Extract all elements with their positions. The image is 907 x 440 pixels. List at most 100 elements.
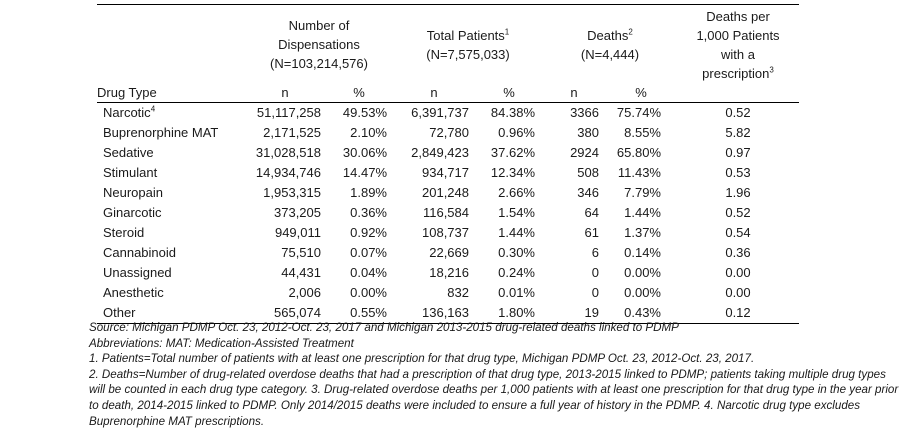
cell-pat-pct: 84.38% [490,105,535,120]
cell-disp-pct: 0.04% [350,265,387,280]
footnote-ref-2: 2 [628,27,633,37]
drug-type-table: Number of Dispensations (N=103,214,576) … [97,4,799,324]
cell-death-pct: 8.55% [624,125,661,140]
subheader-disp-n: n [281,85,289,100]
cell-pat-pct: 1.80% [498,305,535,320]
cell-pat-n: 2,849,423 [411,145,469,160]
cell-drug: Neuropain [103,185,163,200]
cell-disp-n: 2,006 [288,285,321,300]
cell-pat-n: 116,584 [422,205,469,220]
cell-rate: 0.53 [725,165,751,180]
footnote-abbreviations: Abbreviations: MAT: Medication-Assisted … [89,336,354,350]
header-rate-line3: with a [721,46,755,62]
header-rate-line2: 1,000 Patients [696,27,780,43]
cell-death-pct: 0.43% [624,305,661,320]
table-row: Neuropain 1,953,315 1.89% 201,248 2.66% 346 7.… [97,183,799,203]
cell-drug: Steroid [103,225,145,240]
cell-pat-pct: 2.66% [498,185,535,200]
cell-drug: Stimulant [103,165,158,180]
cell-drug: Unassigned [103,265,172,280]
header-dispensations-line2: Dispensations [278,37,360,52]
cell-disp-pct: 0.92% [350,225,387,240]
cell-death-pct: 0.14% [624,245,661,260]
cell-death-n: 380 [577,125,599,140]
footnote-2-4: 2. Deaths=Number of drug-related overdos… [89,367,899,428]
header-deaths-line1: Deaths2 [543,26,677,45]
cell-pat-n: 832 [447,285,469,300]
cell-disp-n: 14,934,746 [255,165,321,180]
cell-death-n: 346 [577,185,599,200]
footnote-1: 1. Patients=Total number of patients wit… [89,352,755,366]
table-row: Cannabinoid 75,510 0.07% 22,669 0.30% 6 0.14% 0… [97,243,799,263]
cell-pat-pct: 0.30% [498,245,535,260]
cell-pat-pct: 12.34% [490,165,535,180]
cell-pat-pct: 1.54% [498,205,535,220]
subheader-pat-pct: % [503,85,515,100]
table-row: Ginarcotic 373,205 0.36% 116,584 1.54% 64 1.44… [97,203,799,223]
cell-disp-n: 31,028,518 [255,145,321,160]
subheader-row: Drug Type n % n % n % [97,84,799,103]
table-row: Unassigned 44,431 0.04% 18,216 0.24% 0 0.00% 0.… [97,263,799,283]
cell-pat-n: 72,780 [429,125,469,140]
cell-disp-n: 44,431 [281,265,321,280]
cell-rate: 0.54 [725,225,751,240]
table-row: Steroid 949,011 0.92% 108,737 1.44% 61 1.37% 0.… [97,223,799,243]
header-deaths: Deaths2 (N=4,444) [543,5,677,85]
cell-disp-n: 1,953,315 [263,185,321,200]
header-rate-line1: Deaths per [706,8,770,24]
footnotes: Source: Michigan PDMP Oct. 23, 2012-Oct.… [89,320,904,429]
cell-rate: 0.00 [725,265,751,280]
table-row: Sedative 31,028,518 30.06% 2,849,423 37.62% 2… [97,143,799,163]
cell-drug: Other [103,305,136,320]
cell-rate: 0.12 [725,305,751,320]
header-dispensations-line1: Number of [288,18,350,33]
header-patients-line2: (N=7,575,033) [426,46,510,62]
subheader-disp-pct: % [353,85,365,100]
cell-death-n: 0 [591,265,599,280]
table-row: Stimulant 14,934,746 14.47% 934,717 12.34% 50… [97,163,799,183]
cell-disp-n: 949,011 [274,225,321,240]
cell-death-pct: 0.00% [624,265,661,280]
cell-death-n: 3366 [570,105,599,120]
header-deaths-label: Deaths [587,27,629,43]
header-rate-label: prescription [702,65,770,81]
footnote-ref-3: 3 [769,65,774,75]
cell-death-n: 64 [584,205,599,220]
cell-disp-n: 2,171,525 [263,125,321,140]
header-rate-line4: prescription3 [677,64,799,83]
cell-death-pct: 65.80% [616,145,661,160]
cell-rate: 0.52 [725,105,751,120]
cell-disp-pct: 14.47% [342,165,387,180]
subheader-rate [677,84,799,103]
footnote-source: Source: Michigan PDMP Oct. 23, 2012-Oct.… [89,321,679,334]
subheader-pat-n: n [430,85,438,100]
cell-pat-n: 201,248 [422,185,469,200]
cell-pat-n: 136,163 [422,305,469,320]
cell-drug: Ginarcotic [103,205,162,220]
header-row: Number of Dispensations (N=103,214,576) … [97,4,799,85]
cell-death-n: 61 [584,225,599,240]
cell-death-pct: 75.74% [616,105,661,120]
cell-pat-pct: 0.96% [498,125,535,140]
cell-pat-pct: 37.62% [490,145,535,160]
cell-pat-pct: 1.44% [498,225,535,240]
cell-death-pct: 11.43% [617,165,661,180]
cell-disp-n: 75,510 [281,245,321,260]
cell-death-n: 508 [577,165,599,180]
cell-disp-n: 565,074 [274,305,321,320]
table-row: Narcotic4 51,117,258 49.53% 6,391,737 84.38%… [97,103,799,124]
cell-rate: 5.82 [725,125,751,140]
cell-death-pct: 0.00% [624,285,661,300]
cell-pat-pct: 0.01% [498,285,535,300]
cell-death-n: 6 [591,245,599,260]
subheader-death-pct: % [635,85,647,100]
cell-death-n: 2924 [570,145,599,160]
cell-death-pct: 1.44% [624,205,661,220]
cell-drug: Cannabinoid [103,245,177,260]
footnote-ref-1: 1 [504,27,510,37]
cell-pat-n: 18,216 [429,265,469,280]
cell-disp-n: 373,205 [274,205,321,220]
header-dispensations: Number of Dispensations (N=103,214,576) [245,5,393,85]
cell-pat-n: 22,669 [429,245,469,260]
header-blank [97,5,245,85]
